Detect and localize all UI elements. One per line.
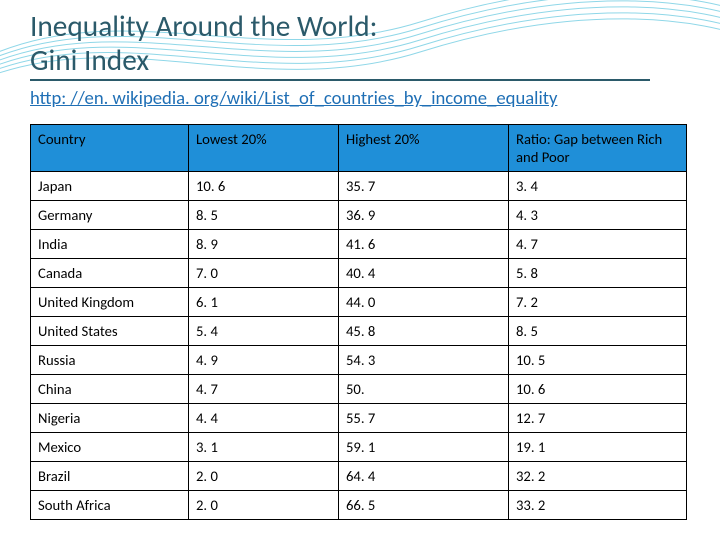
cell-country: Nigeria xyxy=(31,404,189,433)
cell-value: 10. 6 xyxy=(509,375,687,404)
table-row: Canada7. 040. 45. 8 xyxy=(31,259,687,288)
table-row: India8. 941. 64. 7 xyxy=(31,230,687,259)
cell-country: India xyxy=(31,230,189,259)
cell-country: Canada xyxy=(31,259,189,288)
cell-country: United Kingdom xyxy=(31,288,189,317)
table-row: China4. 750.10. 6 xyxy=(31,375,687,404)
slide-content: Inequality Around the World: Gini Index … xyxy=(0,0,720,540)
table-row: Nigeria4. 455. 712. 7 xyxy=(31,404,687,433)
cell-value: 8. 5 xyxy=(189,201,339,230)
cell-value: 35. 7 xyxy=(339,172,509,201)
cell-country: Mexico xyxy=(31,433,189,462)
table-row: Brazil2. 064. 432. 2 xyxy=(31,462,687,491)
cell-country: Brazil xyxy=(31,462,189,491)
cell-value: 33. 2 xyxy=(509,491,687,520)
cell-country: China xyxy=(31,375,189,404)
cell-value: 4. 4 xyxy=(189,404,339,433)
cell-value: 40. 4 xyxy=(339,259,509,288)
cell-value: 54. 3 xyxy=(339,346,509,375)
cell-value: 59. 1 xyxy=(339,433,509,462)
col-header-country: Country xyxy=(31,125,189,172)
col-header-ratio: Ratio: Gap between Rich and Poor xyxy=(509,125,687,172)
cell-value: 44. 0 xyxy=(339,288,509,317)
cell-value: 3. 4 xyxy=(509,172,687,201)
cell-value: 19. 1 xyxy=(509,433,687,462)
cell-value: 3. 1 xyxy=(189,433,339,462)
cell-value: 5. 4 xyxy=(189,317,339,346)
cell-country: Japan xyxy=(31,172,189,201)
cell-value: 4. 9 xyxy=(189,346,339,375)
cell-value: 7. 0 xyxy=(189,259,339,288)
cell-value: 2. 0 xyxy=(189,462,339,491)
cell-value: 50. xyxy=(339,375,509,404)
cell-value: 12. 7 xyxy=(509,404,687,433)
slide-title: Inequality Around the World: Gini Index xyxy=(30,10,650,77)
cell-value: 64. 4 xyxy=(339,462,509,491)
cell-country: United States xyxy=(31,317,189,346)
table-row: Japan10. 635. 73. 4 xyxy=(31,172,687,201)
cell-value: 7. 2 xyxy=(509,288,687,317)
cell-value: 4. 7 xyxy=(189,375,339,404)
table-row: United States5. 445. 88. 5 xyxy=(31,317,687,346)
cell-value: 41. 6 xyxy=(339,230,509,259)
cell-value: 2. 0 xyxy=(189,491,339,520)
cell-country: Germany xyxy=(31,201,189,230)
cell-country: Russia xyxy=(31,346,189,375)
cell-value: 4. 3 xyxy=(509,201,687,230)
title-line-1: Inequality Around the World: xyxy=(30,8,377,44)
source-link[interactable]: http: //en. wikipedia. org/wiki/List_of_… xyxy=(30,87,557,110)
table-row: Russia4. 954. 310. 5 xyxy=(31,346,687,375)
col-header-highest: Highest 20% xyxy=(339,125,509,172)
cell-country: South Africa xyxy=(31,491,189,520)
gini-table: Country Lowest 20% Highest 20% Ratio: Ga… xyxy=(30,124,687,520)
cell-value: 45. 8 xyxy=(339,317,509,346)
cell-value: 10. 5 xyxy=(509,346,687,375)
cell-value: 6. 1 xyxy=(189,288,339,317)
table-header-row: Country Lowest 20% Highest 20% Ratio: Ga… xyxy=(31,125,687,172)
col-header-lowest: Lowest 20% xyxy=(189,125,339,172)
table-row: Mexico3. 159. 119. 1 xyxy=(31,433,687,462)
cell-value: 8. 9 xyxy=(189,230,339,259)
table-row: South Africa2. 066. 533. 2 xyxy=(31,491,687,520)
title-block: Inequality Around the World: Gini Index xyxy=(30,10,650,81)
title-line-2: Gini Index xyxy=(30,42,149,78)
cell-value: 10. 6 xyxy=(189,172,339,201)
cell-value: 8. 5 xyxy=(509,317,687,346)
table-row: United Kingdom6. 144. 07. 2 xyxy=(31,288,687,317)
cell-value: 4. 7 xyxy=(509,230,687,259)
cell-value: 55. 7 xyxy=(339,404,509,433)
table-row: Germany8. 536. 94. 3 xyxy=(31,201,687,230)
cell-value: 32. 2 xyxy=(509,462,687,491)
cell-value: 66. 5 xyxy=(339,491,509,520)
cell-value: 36. 9 xyxy=(339,201,509,230)
cell-value: 5. 8 xyxy=(509,259,687,288)
